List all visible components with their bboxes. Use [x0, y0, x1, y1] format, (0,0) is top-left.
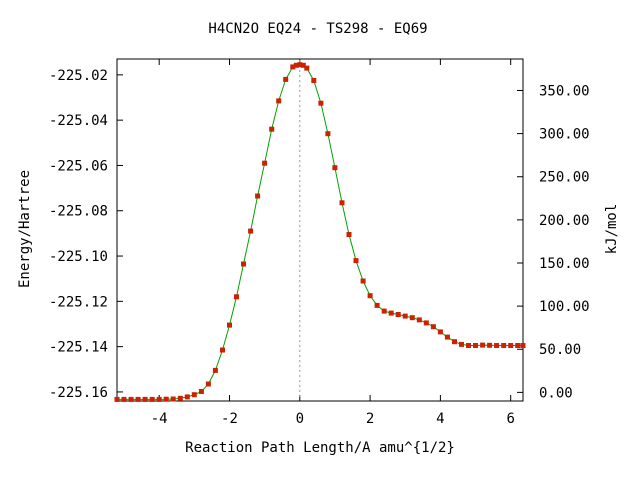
- series-markers: [114, 62, 526, 402]
- data-point: [515, 343, 521, 348]
- data-point: [430, 324, 436, 330]
- y-axis-right: 0.00 50.00 100.00 150.00 200.00 250.00 300.00 3…: [517, 83, 590, 401]
- y-tick-label: -225.06: [49, 158, 108, 174]
- data-point: [374, 302, 380, 308]
- data-point: [220, 347, 225, 353]
- x-tick-label: -2: [221, 411, 238, 427]
- data-point: [473, 343, 478, 348]
- data-point: [290, 64, 296, 70]
- x-tick-label: 0: [296, 411, 304, 427]
- data-point: [367, 293, 373, 299]
- y2-tick-label: 50.00: [539, 342, 581, 358]
- data-point: [353, 258, 359, 264]
- y2-tick-label: 250.00: [539, 170, 590, 186]
- x-tick-label: -4: [151, 411, 168, 427]
- data-point: [437, 329, 443, 335]
- data-point: [163, 396, 169, 402]
- x-tick-label: 2: [366, 411, 374, 427]
- data-point: [142, 396, 148, 402]
- data-point: [444, 334, 450, 340]
- data-point: [423, 320, 429, 326]
- data-point: [360, 278, 366, 284]
- data-point: [297, 62, 303, 68]
- data-point: [381, 308, 387, 314]
- data-point: [487, 342, 493, 348]
- data-point: [227, 322, 232, 328]
- data-point: [318, 100, 324, 106]
- data-point: [184, 394, 190, 400]
- data-point: [248, 228, 254, 234]
- data-point: [452, 339, 457, 345]
- data-point: [205, 381, 211, 387]
- chart-title: H4CN2O EQ24 - TS298 - EQ69: [208, 21, 427, 37]
- y-tick-label: -225.12: [49, 294, 108, 310]
- y-axis-left: -225.16 -225.14 -225.12 -225.10 -225.08 -225.…: [49, 68, 123, 401]
- data-point: [212, 367, 218, 373]
- y-tick-label: -225.10: [49, 249, 108, 265]
- data-point: [459, 341, 464, 347]
- plot-frame: [116, 58, 524, 402]
- series-line: [117, 64, 523, 400]
- data-point: [269, 126, 275, 132]
- data-point: [234, 294, 239, 300]
- x-axis: -4 -2 0 2 4 6: [151, 59, 515, 427]
- y2-tick-label: 200.00: [539, 213, 590, 229]
- data-point: [395, 312, 401, 317]
- y-axis-label: Energy/Hartree: [17, 170, 33, 288]
- data-point: [276, 98, 282, 104]
- y2-tick-label: 300.00: [539, 127, 590, 143]
- y-tick-label: -225.04: [49, 113, 108, 129]
- data-point: [255, 193, 261, 199]
- y2-tick-label: 100.00: [539, 299, 590, 315]
- data-point: [191, 392, 197, 398]
- data-point: [311, 78, 317, 83]
- data-point: [262, 160, 268, 166]
- data-point: [156, 396, 162, 402]
- data-point: [325, 131, 331, 137]
- y2-tick-label: 350.00: [539, 83, 590, 99]
- data-point: [304, 65, 310, 71]
- data-point: [508, 343, 514, 348]
- data-point: [409, 315, 415, 321]
- x-tick-label: 4: [436, 411, 444, 427]
- y-tick-label: -225.14: [49, 340, 108, 356]
- data-point: [198, 389, 204, 394]
- data-point: [121, 396, 127, 402]
- data-point: [466, 343, 471, 348]
- data-point: [339, 200, 345, 206]
- data-point: [346, 232, 352, 237]
- y-tick-label: -225.16: [49, 385, 108, 401]
- y-tick-label: -225.02: [49, 68, 108, 84]
- data-point: [114, 396, 120, 402]
- data-point: [520, 343, 526, 348]
- data-point: [149, 396, 155, 402]
- data-point: [135, 396, 141, 402]
- y2-tick-label: 0.00: [539, 385, 573, 401]
- data-point: [177, 395, 183, 401]
- x-axis-label: Reaction Path Length/A amu^{1/2}: [185, 440, 455, 456]
- data-point: [128, 396, 134, 402]
- y-tick-label: -225.08: [49, 204, 108, 220]
- data-point: [416, 317, 422, 323]
- data-point: [332, 165, 338, 171]
- data-point: [402, 313, 408, 319]
- data-point: [480, 342, 486, 348]
- data-point: [241, 261, 246, 267]
- data-point: [170, 396, 176, 402]
- x-tick-label: 6: [506, 411, 514, 427]
- data-point: [293, 62, 299, 68]
- data-point: [494, 343, 500, 348]
- data-point: [283, 76, 289, 82]
- data-point: [300, 62, 306, 68]
- y2-axis-label: kJ/mol: [604, 204, 620, 255]
- data-point: [388, 310, 394, 316]
- data-point: [501, 343, 507, 348]
- y2-tick-label: 150.00: [539, 256, 590, 272]
